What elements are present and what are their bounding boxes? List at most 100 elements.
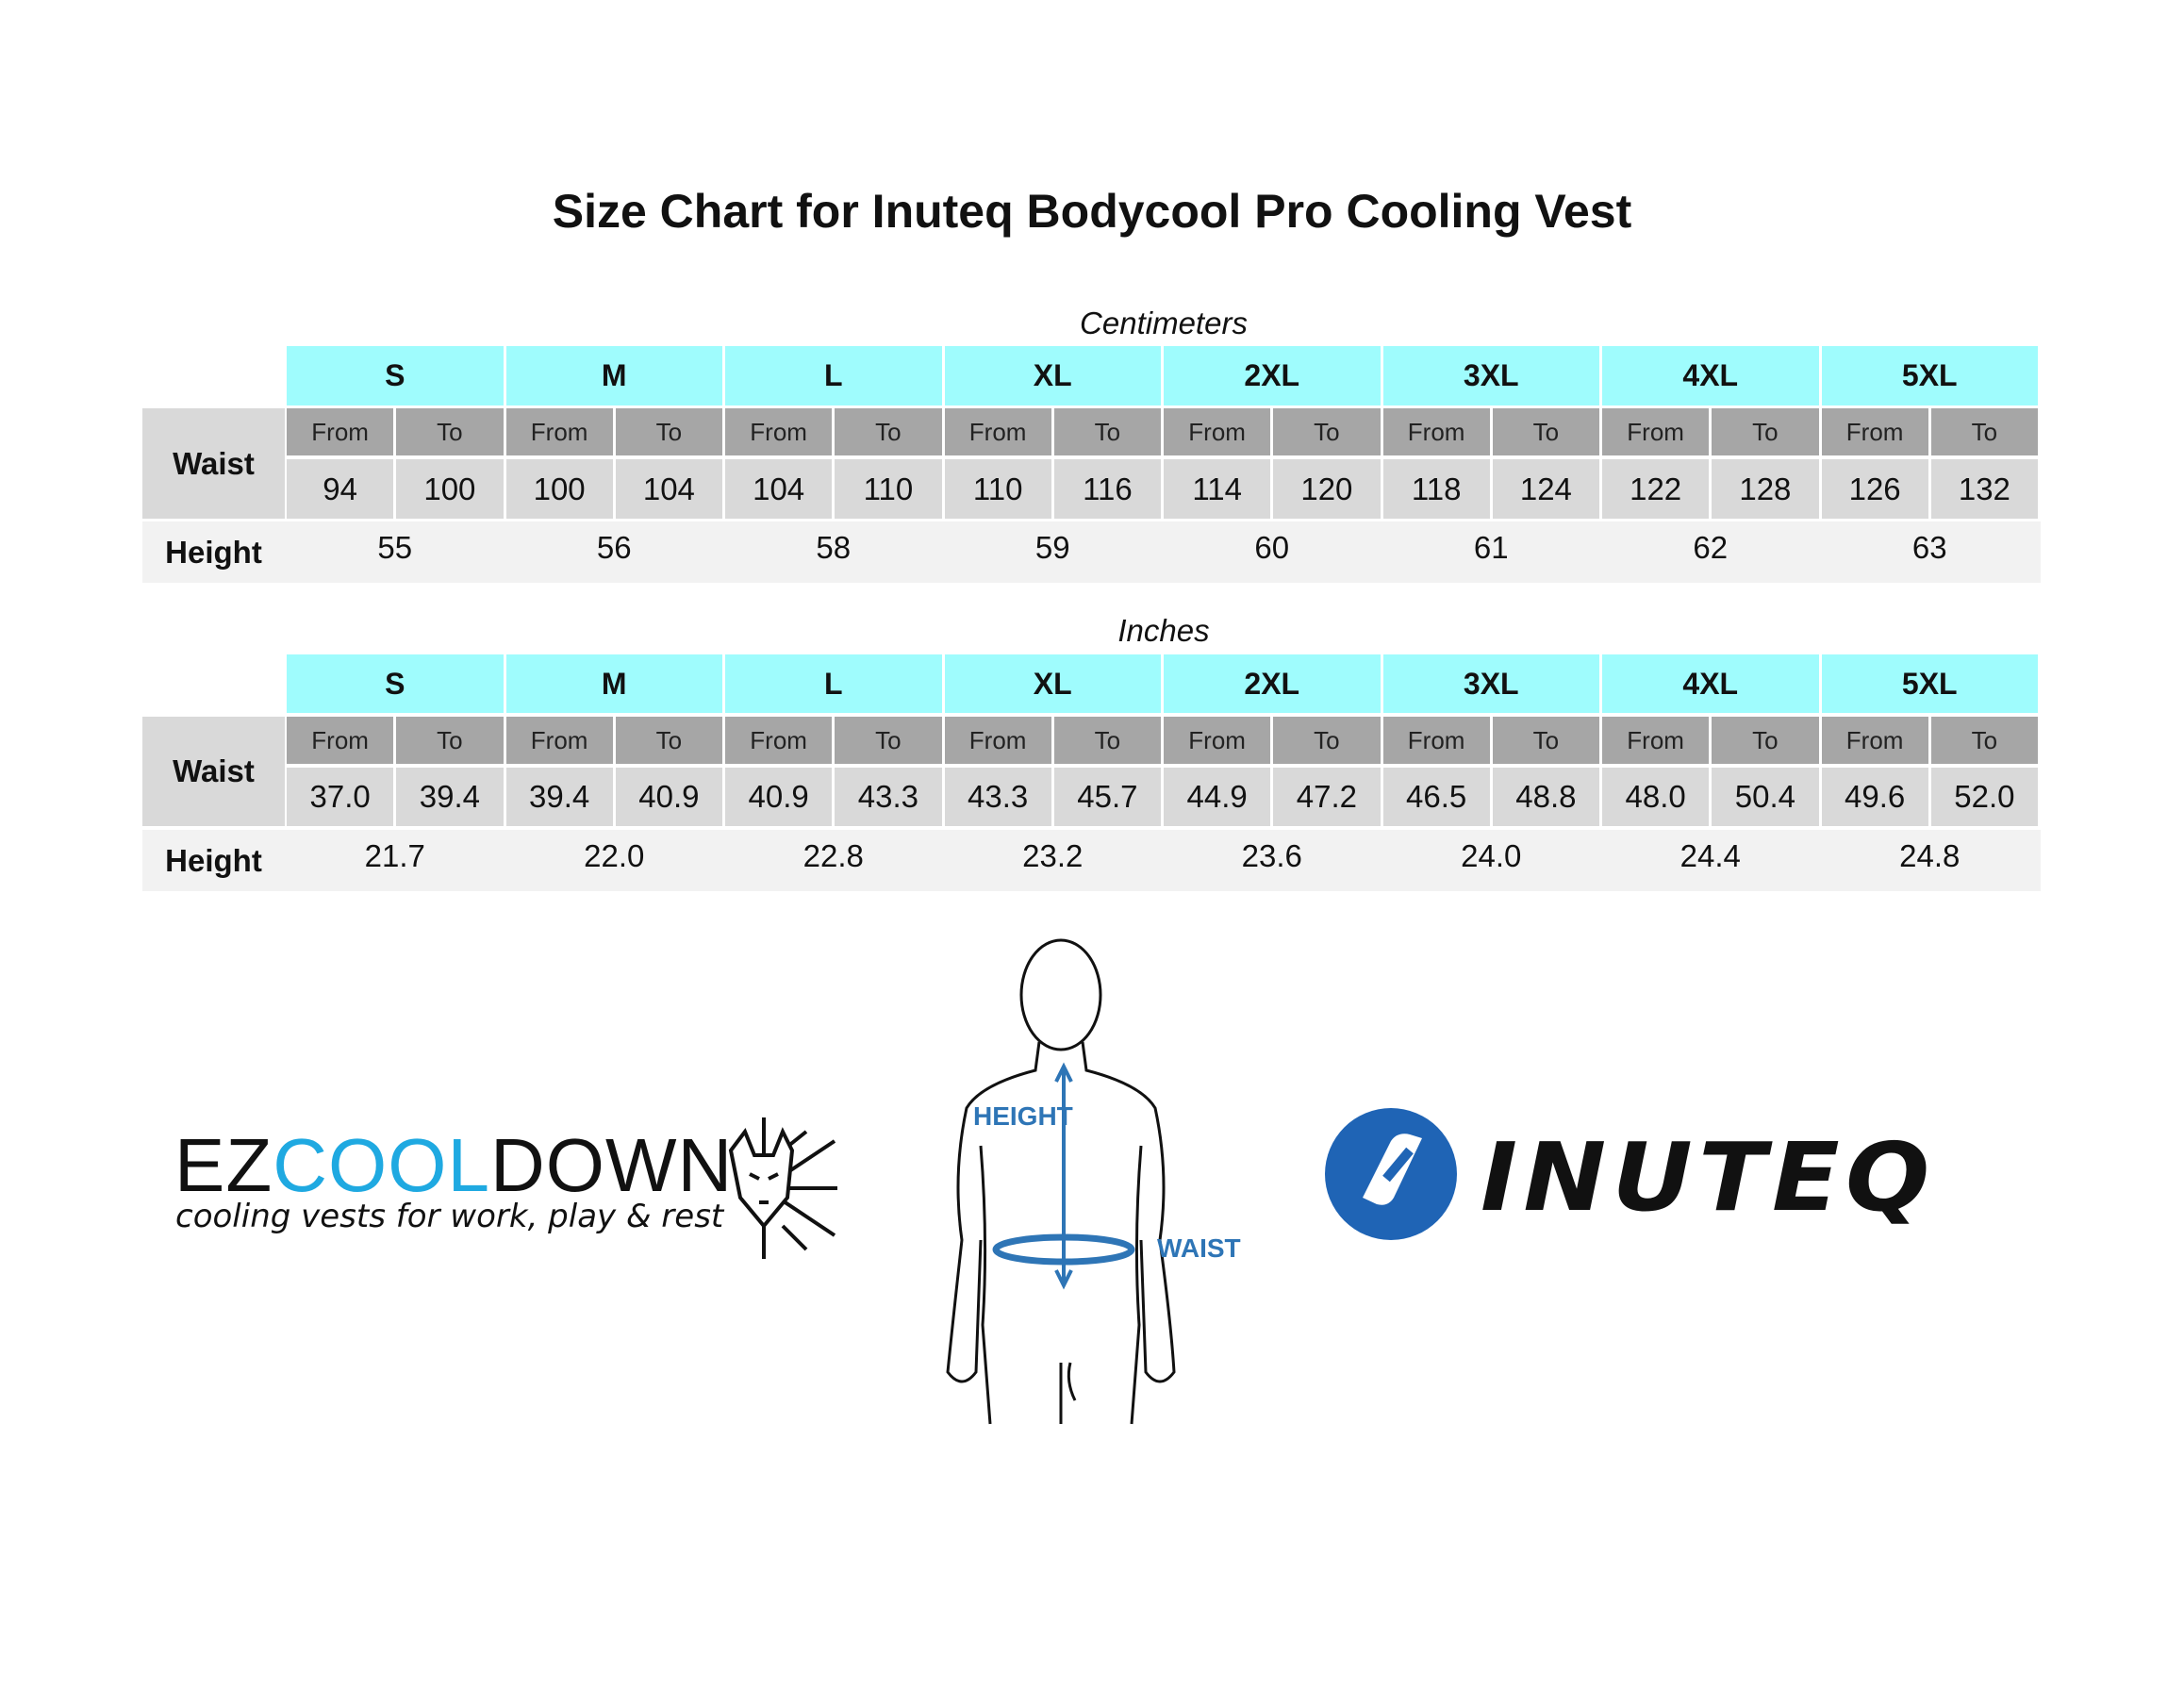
figure-waist-label: WAIST (1157, 1233, 1241, 1263)
from-label: From (725, 408, 833, 455)
waist-from: 43.3 (944, 768, 1051, 826)
from-label: From (287, 717, 394, 764)
to-label: To (1053, 408, 1161, 455)
from-label: From (1382, 717, 1490, 764)
to-label: To (396, 408, 504, 455)
waist-to: 128 (1712, 459, 1819, 519)
height-value: 58 (816, 529, 852, 565)
body-figure (946, 938, 1176, 1425)
waist-from: 37.0 (287, 768, 394, 826)
to-label: To (615, 408, 722, 455)
logo-suffix: DOWN (489, 1123, 734, 1207)
size-header: L (725, 346, 942, 405)
size-header: 2XL (1164, 346, 1381, 405)
waist-to: 52.0 (1930, 768, 2038, 826)
inuteq-logo: INUTEQ (1481, 1122, 1936, 1233)
waist-to: 116 (1053, 459, 1161, 519)
size-header: L (725, 654, 942, 713)
height-value: 24.0 (1461, 837, 1522, 873)
wolf-icon (728, 1117, 837, 1259)
height-value: 23.6 (1241, 837, 1302, 873)
size-header: XL (944, 346, 1161, 405)
waist-to: 110 (835, 459, 942, 519)
height-value: 62 (1693, 529, 1729, 565)
to-label: To (615, 717, 722, 764)
height-label: Height (165, 842, 262, 878)
size-header: M (505, 346, 722, 405)
from-label: From (944, 717, 1051, 764)
size-header: 5XL (1821, 654, 2038, 713)
waist-from: 110 (944, 459, 1051, 519)
from-label: From (1821, 408, 1928, 455)
height-value: 24.4 (1679, 837, 1741, 873)
waist-from: 94 (287, 459, 394, 519)
waist-to: 50.4 (1712, 768, 1819, 826)
waist-to: 120 (1273, 459, 1381, 519)
waist-from: 46.5 (1382, 768, 1490, 826)
size-header: M (505, 654, 722, 713)
height-value: 22.0 (584, 837, 645, 873)
height-label: Height (165, 534, 262, 570)
table-caption: Inches (1117, 613, 1210, 648)
from-label: From (287, 408, 394, 455)
waist-to: 39.4 (396, 768, 504, 826)
waist-from: 114 (1164, 459, 1271, 519)
to-label: To (1492, 717, 1599, 764)
height-value: 60 (1254, 529, 1290, 565)
height-value: 24.8 (1899, 837, 1961, 873)
from-label: From (505, 408, 613, 455)
height-value: 59 (1034, 529, 1070, 565)
waist-from: 118 (1382, 459, 1490, 519)
from-label: From (725, 717, 833, 764)
size-header: XL (944, 654, 1161, 713)
waist-from: 49.6 (1821, 768, 1928, 826)
waist-to: 40.9 (615, 768, 722, 826)
waist-label: Waist (142, 717, 285, 826)
height-value: 55 (377, 529, 413, 565)
waist-from: 39.4 (505, 768, 613, 826)
waist-from: 122 (1602, 459, 1710, 519)
waist-to: 48.8 (1492, 768, 1599, 826)
from-label: From (1602, 408, 1710, 455)
title: Size Chart for Inuteq Bodycool Pro Cooli… (552, 185, 1632, 238)
to-label: To (835, 408, 942, 455)
waist-from: 104 (725, 459, 833, 519)
size-header: 3XL (1382, 654, 1599, 713)
to-label: To (1712, 408, 1819, 455)
height-row (142, 521, 2041, 583)
size-header: S (287, 654, 504, 713)
waist-to: 45.7 (1053, 768, 1161, 826)
waist-from: 48.0 (1602, 768, 1710, 826)
height-value: 23.2 (1022, 837, 1084, 873)
height-value: 61 (1473, 529, 1509, 565)
to-label: To (1492, 408, 1599, 455)
from-label: From (1382, 408, 1490, 455)
waist-to: 100 (396, 459, 504, 519)
size-header: 4XL (1602, 654, 1819, 713)
table-caption: Centimeters (1080, 306, 1248, 340)
waist-to: 132 (1930, 459, 2038, 519)
waist-from: 126 (1821, 459, 1928, 519)
to-label: To (835, 717, 942, 764)
height-value: 63 (1911, 529, 1947, 565)
size-header: 2XL (1164, 654, 1381, 713)
from-label: From (1602, 717, 1710, 764)
to-label: To (1273, 717, 1381, 764)
waist-from: 40.9 (725, 768, 833, 826)
logo-prefix: EZ (174, 1123, 273, 1207)
height-value: 21.7 (364, 837, 425, 873)
waist-from: 100 (505, 459, 613, 519)
from-label: From (1164, 408, 1271, 455)
logo-tagline: cooling vests for work, play & rest (175, 1198, 724, 1235)
to-label: To (396, 717, 504, 764)
from-label: From (944, 408, 1051, 455)
to-label: To (1930, 408, 2038, 455)
logo-highlight: COOL (273, 1123, 490, 1207)
height-value: 22.8 (802, 837, 864, 873)
height-value: 56 (596, 529, 632, 565)
inuteq-emblem (1325, 1108, 1457, 1240)
to-label: To (1053, 717, 1161, 764)
size-header: S (287, 346, 504, 405)
size-header: 5XL (1821, 346, 2038, 405)
